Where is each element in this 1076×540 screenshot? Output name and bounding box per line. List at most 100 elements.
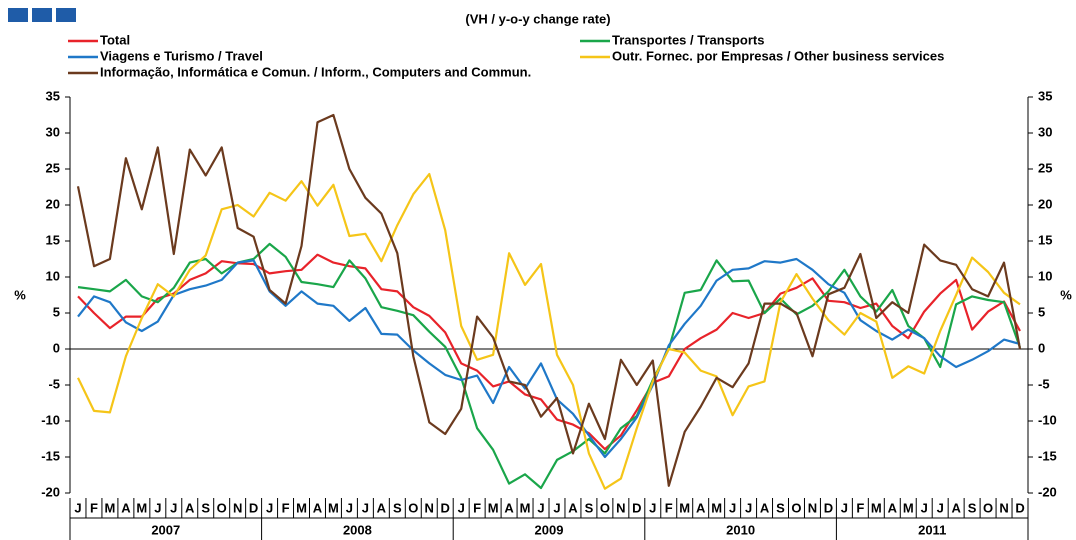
x-tick-label: M <box>520 500 531 515</box>
x-tick-label: O <box>600 500 610 515</box>
x-tick-label: J <box>921 500 928 515</box>
y-tick-label: 30 <box>46 124 60 139</box>
legend-label: Informação, Informática e Comun. / Infor… <box>100 64 531 79</box>
x-tick-label: J <box>553 500 560 515</box>
x-tick-label: M <box>104 500 115 515</box>
x-tick-label: S <box>585 500 594 515</box>
x-tick-label: J <box>729 500 736 515</box>
series-line <box>76 113 1022 487</box>
x-tick-label: J <box>154 500 161 515</box>
x-tick-label: S <box>201 500 210 515</box>
year-label: 2011 <box>918 522 946 537</box>
y-tick-label: 10 <box>46 268 60 283</box>
x-tick-label: O <box>217 500 227 515</box>
x-tick-label: S <box>968 500 977 515</box>
y2-tick-label: -20 <box>1038 484 1057 499</box>
x-tick-label: N <box>233 500 242 515</box>
y-label: % <box>14 287 26 302</box>
x-tick-label: A <box>951 500 961 515</box>
y2-tick-label: 5 <box>1038 304 1045 319</box>
logo-block <box>8 8 28 22</box>
y2-tick-label: -5 <box>1038 376 1050 391</box>
legend-label: Transportes / Transports <box>612 32 764 47</box>
x-tick-label: M <box>136 500 147 515</box>
y2-tick-label: 10 <box>1038 268 1052 283</box>
y2-tick-label: 20 <box>1038 196 1052 211</box>
logo-block <box>32 8 52 22</box>
x-tick-label: M <box>903 500 914 515</box>
x-tick-label: S <box>776 500 785 515</box>
x-tick-label: J <box>841 500 848 515</box>
y2-tick-label: 30 <box>1038 124 1052 139</box>
y2-tick-label: 15 <box>1038 232 1052 247</box>
x-tick-label: M <box>679 500 690 515</box>
x-tick-label: D <box>632 500 641 515</box>
x-tick-label: A <box>504 500 514 515</box>
x-tick-label: N <box>616 500 625 515</box>
series-line <box>77 257 1021 459</box>
year-label: 2009 <box>535 522 564 537</box>
x-tick-label: J <box>745 500 752 515</box>
x-tick-label: D <box>1015 500 1024 515</box>
x-tick-label: F <box>90 500 98 515</box>
y2-tick-label: -15 <box>1038 448 1057 463</box>
year-label: 2010 <box>726 522 755 537</box>
y-tick-label: -20 <box>41 484 60 499</box>
x-tick-label: O <box>983 500 993 515</box>
y-tick-label: 35 <box>46 88 60 103</box>
x-tick-label: O <box>791 500 801 515</box>
y2-tick-label: -10 <box>1038 412 1057 427</box>
x-tick-label: J <box>458 500 465 515</box>
x-tick-label: J <box>170 500 177 515</box>
x-tick-label: M <box>488 500 499 515</box>
x-tick-label: M <box>328 500 339 515</box>
subtitle: (VH / y-o-y change rate) <box>465 11 610 26</box>
x-tick-label: A <box>185 500 195 515</box>
x-tick-label: A <box>121 500 131 515</box>
year-label: 2008 <box>343 522 372 537</box>
x-tick-label: N <box>425 500 434 515</box>
x-tick-label: D <box>441 500 450 515</box>
series-line <box>77 172 1021 490</box>
y2-tick-label: 35 <box>1038 88 1052 103</box>
x-tick-label: J <box>537 500 544 515</box>
y-tick-label: 5 <box>53 304 60 319</box>
x-tick-label: J <box>937 500 944 515</box>
series-line <box>77 253 1021 451</box>
x-tick-label: N <box>808 500 817 515</box>
x-tick-label: A <box>568 500 578 515</box>
legend-label: Total <box>100 32 130 47</box>
x-tick-label: J <box>649 500 656 515</box>
y-tick-label: 15 <box>46 232 60 247</box>
x-tick-label: S <box>393 500 402 515</box>
x-tick-label: D <box>249 500 258 515</box>
x-tick-label: A <box>760 500 770 515</box>
x-tick-label: D <box>824 500 833 515</box>
y-tick-label: -5 <box>48 376 60 391</box>
x-tick-label: M <box>871 500 882 515</box>
legend-label: Viagens e Turismo / Travel <box>100 48 263 63</box>
x-tick-label: A <box>377 500 387 515</box>
y-tick-label: 0 <box>53 340 60 355</box>
x-tick-label: J <box>346 500 353 515</box>
y-tick-label: 20 <box>46 196 60 211</box>
y-tick-label: -15 <box>41 448 60 463</box>
legend-label: Outr. Fornec. por Empresas / Other busin… <box>612 48 944 63</box>
x-tick-label: O <box>408 500 418 515</box>
x-tick-label: J <box>362 500 369 515</box>
y-tick-label: 25 <box>46 160 60 175</box>
x-tick-label: F <box>473 500 481 515</box>
x-tick-label: M <box>711 500 722 515</box>
y2-tick-label: 0 <box>1038 340 1045 355</box>
x-tick-label: F <box>856 500 864 515</box>
x-tick-label: F <box>282 500 290 515</box>
x-tick-label: A <box>696 500 706 515</box>
y2-tick-label: 25 <box>1038 160 1052 175</box>
x-tick-label: A <box>313 500 323 515</box>
y2-label: % <box>1060 287 1072 302</box>
x-tick-label: N <box>999 500 1008 515</box>
x-tick-label: J <box>74 500 81 515</box>
year-label: 2007 <box>151 522 180 537</box>
x-tick-label: J <box>266 500 273 515</box>
